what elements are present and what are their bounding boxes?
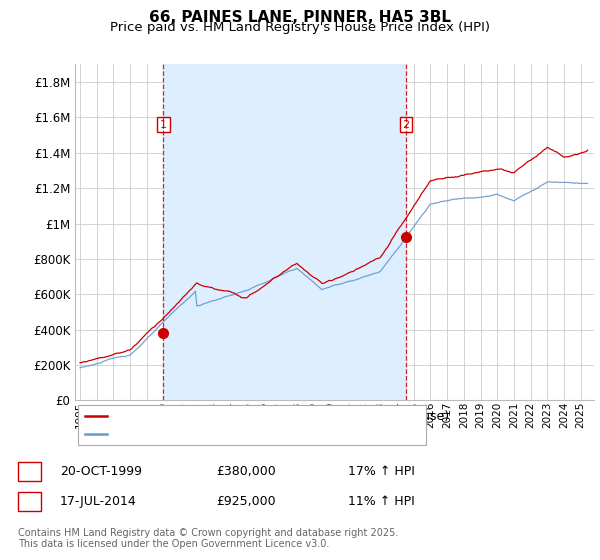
Text: 1: 1 [25, 465, 34, 478]
Text: HPI: Average price, detached house, Harrow: HPI: Average price, detached house, Harr… [114, 427, 391, 440]
Text: Contains HM Land Registry data © Crown copyright and database right 2025.
This d: Contains HM Land Registry data © Crown c… [18, 528, 398, 549]
Text: 17% ↑ HPI: 17% ↑ HPI [348, 465, 415, 478]
Text: 11% ↑ HPI: 11% ↑ HPI [348, 494, 415, 508]
Text: Price paid vs. HM Land Registry's House Price Index (HPI): Price paid vs. HM Land Registry's House … [110, 21, 490, 34]
Text: £925,000: £925,000 [216, 494, 275, 508]
Text: 1: 1 [160, 119, 167, 129]
Bar [163, 64, 406, 400]
Text: 2: 2 [403, 119, 410, 129]
Text: £380,000: £380,000 [216, 465, 276, 478]
Text: 17-JUL-2014: 17-JUL-2014 [60, 494, 137, 508]
Text: 2: 2 [25, 494, 34, 508]
Text: 20-OCT-1999: 20-OCT-1999 [60, 465, 142, 478]
Text: 66, PAINES LANE, PINNER, HA5 3BL: 66, PAINES LANE, PINNER, HA5 3BL [149, 10, 451, 25]
Text: 66, PAINES LANE, PINNER, HA5 3BL (detached house): 66, PAINES LANE, PINNER, HA5 3BL (detach… [114, 410, 449, 423]
